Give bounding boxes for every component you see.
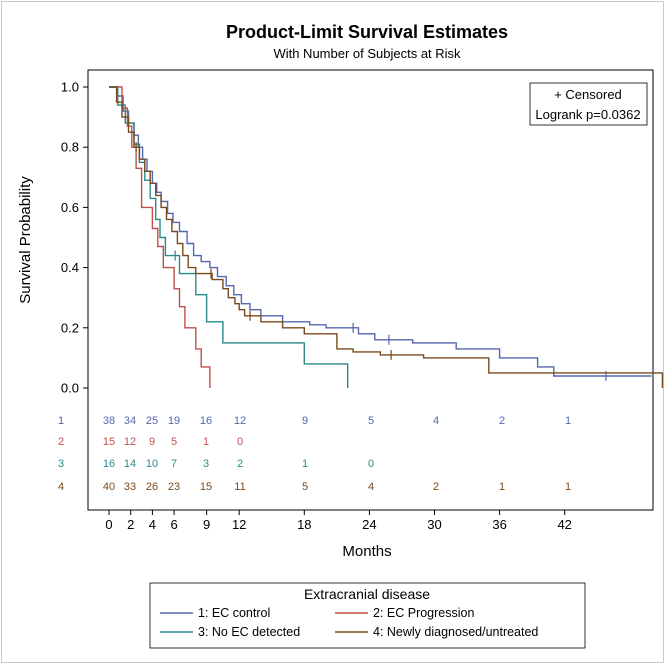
at-risk-count: 33 xyxy=(124,481,136,493)
x-tick-label: 24 xyxy=(362,517,376,532)
curve-series-4 xyxy=(109,86,664,388)
at-risk-count: 16 xyxy=(200,415,212,427)
x-tick-label: 0 xyxy=(105,517,112,532)
at-risk-count: 1 xyxy=(565,415,571,427)
y-axis-label: Survival Probability xyxy=(17,176,34,304)
at-risk-count: 4 xyxy=(368,481,374,493)
censored-note: + Censored xyxy=(554,87,622,102)
x-tick-label: 30 xyxy=(427,517,441,532)
y-tick-label: 1.0 xyxy=(61,80,79,95)
at-risk-count: 3 xyxy=(203,458,209,470)
x-axis-ticks: 0 2 4 6 9 12 18 24 30 36 42 xyxy=(105,510,572,532)
at-risk-row-label: 2 xyxy=(58,436,64,448)
at-risk-count: 5 xyxy=(302,481,308,493)
chart-title: Product-Limit Survival Estimates xyxy=(226,22,508,42)
at-risk-count: 25 xyxy=(146,415,158,427)
inset-box: + Censored Logrank p=0.0362 xyxy=(529,82,648,126)
logrank-note: Logrank p=0.0362 xyxy=(535,107,640,122)
plot-frame xyxy=(87,69,654,511)
y-tick-label: 0.4 xyxy=(61,260,79,275)
at-risk-table: 1 38 34 25 19 16 12 9 5 4 2 12 15 12 9 5 1 03 16 14 10 7 3 2 1 04… xyxy=(58,415,571,493)
at-risk-count: 15 xyxy=(103,436,115,448)
x-tick-label: 12 xyxy=(232,517,246,532)
legend-title: Extracranial disease xyxy=(304,586,430,602)
at-risk-count: 23 xyxy=(168,481,180,493)
y-tick-label: 0.8 xyxy=(61,140,79,155)
at-risk-count: 12 xyxy=(124,436,136,448)
chart-subtitle: With Number of Subjects at Risk xyxy=(273,46,461,61)
at-risk-count: 26 xyxy=(146,481,158,493)
at-risk-count: 2 xyxy=(433,481,439,493)
x-tick-label: 6 xyxy=(170,517,177,532)
x-tick-label: 36 xyxy=(492,517,506,532)
curve-series-3 xyxy=(109,86,349,388)
x-tick-label: 2 xyxy=(127,517,134,532)
at-risk-count: 1 xyxy=(565,481,571,493)
y-axis-ticks: 0.0 0.2 0.4 0.6 0.8 1.0 xyxy=(61,80,88,396)
at-risk-count: 2 xyxy=(237,458,243,470)
at-risk-count: 2 xyxy=(499,415,505,427)
at-risk-count: 14 xyxy=(124,458,136,470)
at-risk-count: 15 xyxy=(200,481,212,493)
at-risk-count: 0 xyxy=(368,458,374,470)
y-tick-label: 0.6 xyxy=(61,200,79,215)
at-risk-count: 7 xyxy=(171,458,177,470)
legend: Extracranial disease 1: EC control 2: EC … xyxy=(149,582,586,649)
x-axis-label: Months xyxy=(342,543,391,560)
legend-entry-label: 1: EC control xyxy=(198,606,270,620)
survival-curves xyxy=(109,86,664,388)
x-tick-label: 42 xyxy=(557,517,571,532)
y-tick-label: 0.2 xyxy=(61,320,79,335)
legend-items: 1: EC control 2: EC Progression 3: No EC d… xyxy=(160,606,538,639)
at-risk-count: 1 xyxy=(499,481,505,493)
inset-frame xyxy=(529,82,648,126)
curve-series-1 xyxy=(109,86,652,377)
at-risk-count: 9 xyxy=(302,415,308,427)
at-risk-row-label: 4 xyxy=(58,481,64,493)
x-tick-label: 18 xyxy=(297,517,311,532)
legend-entry-label: 3: No EC detected xyxy=(198,625,300,639)
at-risk-row-label: 1 xyxy=(58,415,64,427)
at-risk-count: 40 xyxy=(103,481,115,493)
at-risk-count: 5 xyxy=(171,436,177,448)
at-risk-count: 9 xyxy=(149,436,155,448)
legend-frame xyxy=(149,582,586,649)
at-risk-count: 38 xyxy=(103,415,115,427)
legend-entry-label: 2: EC Progression xyxy=(373,606,474,620)
at-risk-count: 11 xyxy=(234,481,245,493)
curve-series-2 xyxy=(109,86,211,388)
at-risk-count: 12 xyxy=(234,415,246,427)
at-risk-count: 34 xyxy=(124,415,136,427)
x-tick-label: 4 xyxy=(149,517,156,532)
legend-entry-label: 4: Newly diagnosed/untreated xyxy=(373,625,538,639)
x-tick-label: 9 xyxy=(203,517,210,532)
at-risk-count: 1 xyxy=(302,458,308,470)
at-risk-count: 1 xyxy=(203,436,209,448)
at-risk-count: 5 xyxy=(368,415,374,427)
at-risk-row-label: 3 xyxy=(58,458,64,470)
at-risk-count: 4 xyxy=(433,415,439,427)
at-risk-count: 16 xyxy=(103,458,115,470)
at-risk-count: 10 xyxy=(146,458,158,470)
at-risk-count: 19 xyxy=(168,415,180,427)
y-tick-label: 0.0 xyxy=(61,381,79,396)
at-risk-count: 0 xyxy=(237,436,243,448)
